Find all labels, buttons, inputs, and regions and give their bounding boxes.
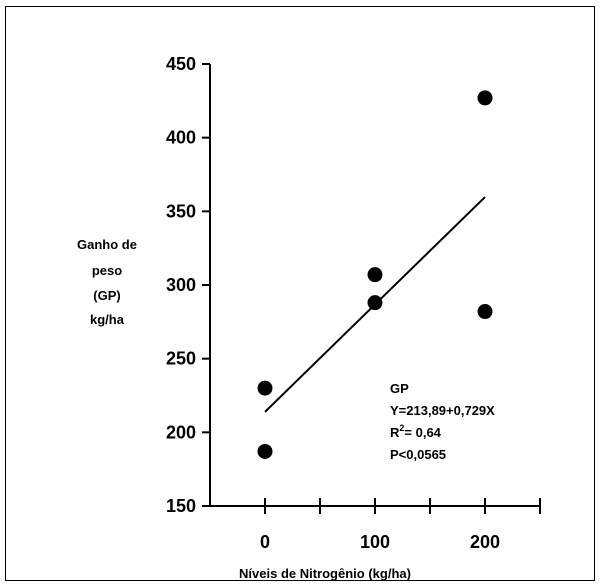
annotation-equation: Y=213,89+0,729X (390, 403, 495, 418)
annotation-r2-prefix: R (390, 425, 400, 440)
data-point-3 (367, 295, 383, 311)
y-axis-label: Ganho de peso (GP) kg/ha (77, 237, 137, 327)
y-tick-label-300: 300 (166, 275, 196, 295)
y-ticks: 150 200 250 300 350 400 450 (166, 54, 210, 516)
scatter-chart: 150 200 250 300 350 400 450 0 100 200 Ganho de p… (77, 54, 541, 581)
x-tick-label-200: 200 (470, 532, 500, 552)
chart-frame: 150 200 250 300 350 400 450 0 100 200 Ganho de p… (5, 6, 595, 581)
regression-annotation: GP Y=213,89+0,729X R2= 0,64 P<0,0565 (390, 381, 495, 462)
y-axis-label-line-1: Ganho de (77, 237, 137, 252)
data-point-0 (257, 380, 273, 396)
annotation-p-value: P<0,0565 (390, 447, 446, 462)
annotation-r2-value: = 0,64 (404, 425, 441, 440)
data-points (257, 90, 493, 459)
axes: 150 200 250 300 350 400 450 0 100 200 (166, 54, 541, 552)
annotation-r2-sup: 2 (399, 423, 404, 433)
y-tick-label-150: 150 (166, 496, 196, 516)
y-tick-label-200: 200 (166, 422, 196, 442)
y-tick-label-400: 400 (166, 128, 196, 148)
y-tick-label-350: 350 (166, 201, 196, 221)
y-axis-label-line-4: kg/ha (90, 312, 125, 327)
x-tick-label-0: 0 (260, 532, 270, 552)
data-point-1 (257, 443, 273, 459)
annotation-r2: R2= 0,64 (390, 423, 442, 440)
y-axis-label-line-3: (GP) (93, 288, 120, 303)
y-axis-label-line-2: peso (92, 263, 122, 278)
data-point-5 (477, 304, 493, 320)
x-tick-label-100: 100 (360, 532, 390, 552)
x-ticks: 0 100 200 (260, 498, 541, 552)
data-point-4 (477, 90, 493, 106)
x-axis-label: Níveis de Nitrogênio (kg/ha) (239, 566, 411, 580)
y-tick-label-250: 250 (166, 349, 196, 369)
y-tick-label-450: 450 (166, 54, 196, 74)
data-point-2 (367, 267, 383, 283)
annotation-label: GP (390, 381, 409, 396)
